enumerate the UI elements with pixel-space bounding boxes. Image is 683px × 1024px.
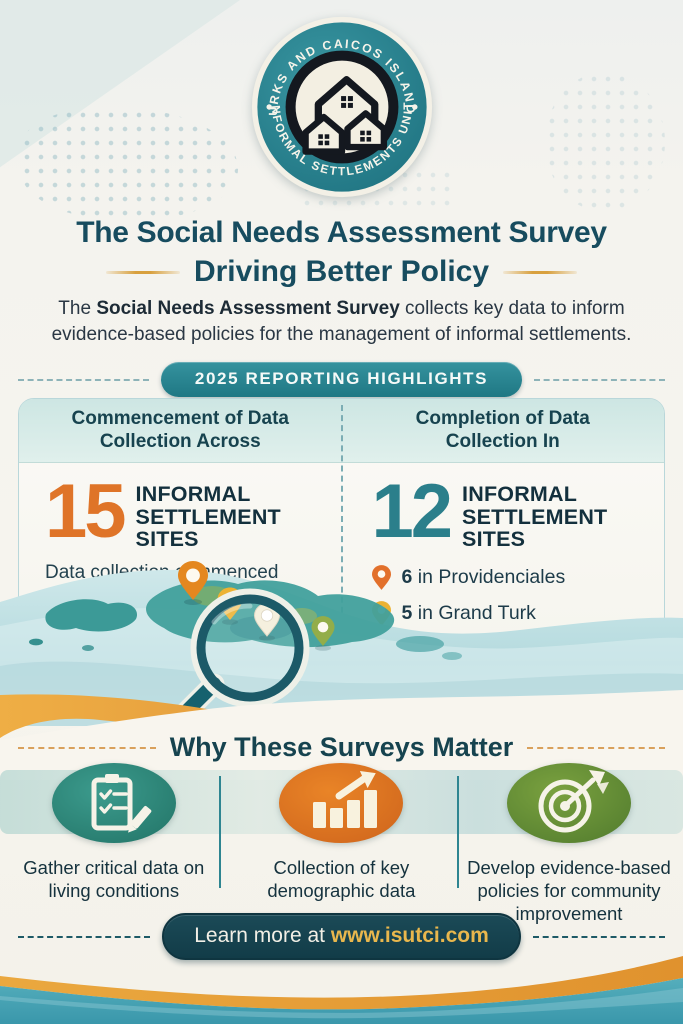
dot-pattern-decoration	[20, 108, 238, 220]
dashed-divider	[18, 378, 149, 381]
dashed-divider	[534, 378, 666, 381]
dashed-divider	[18, 746, 156, 749]
intro-suffix: collects key data to inform evidence-bas…	[51, 298, 632, 345]
why-item-demographic-data: Collection of key demographic data	[228, 762, 456, 925]
title-divider-line	[503, 270, 578, 274]
target-arrow-icon	[506, 763, 631, 843]
learn-more-button[interactable]: Learn more at www.isutci.com	[162, 913, 521, 960]
why-section-heading-row: Why These Surveys Matter	[18, 732, 665, 763]
cta-prefix: Learn more at	[194, 924, 331, 947]
stat-unit-line2: SETTLEMENT SITES	[135, 504, 281, 552]
title-line-1: The Social Needs Assessment Survey	[76, 216, 607, 249]
why-item-caption: Develop evidence-based policies for comm…	[467, 857, 671, 925]
map-pins	[178, 561, 335, 651]
dashed-divider	[532, 935, 665, 938]
bottom-wave-decoration	[0, 956, 683, 1024]
page-title: The Social Needs Assessment Survey Drivi…	[0, 216, 683, 289]
stat-unit-line1: INFORMAL	[135, 482, 251, 506]
reporting-highlights-badge: 2025 REPORTING HIGHLIGHTS	[160, 362, 523, 397]
intro-bold-phrase: Social Needs Assessment Survey	[96, 298, 400, 319]
title-line-2: Driving Better Policy	[193, 255, 490, 288]
stat-left-header: Commencement of Data Collection Across	[71, 407, 290, 452]
map-pin-icon	[311, 616, 335, 646]
intro-prefix: The	[58, 298, 97, 319]
map-pin-icon	[178, 561, 208, 600]
wave-transition	[0, 690, 683, 780]
reporting-highlights-row: 2025 REPORTING HIGHLIGHTS	[18, 362, 666, 397]
magnifying-glass-icon	[165, 588, 310, 726]
column-separator	[457, 776, 459, 888]
why-item-evidence-policies: Develop evidence-based policies for comm…	[455, 762, 683, 925]
map-pin-icon	[371, 564, 391, 590]
dot-pattern-decoration	[545, 72, 665, 212]
stat-right-header: Completion of Data Collection In	[415, 407, 590, 452]
location-count: 6	[401, 565, 413, 588]
why-item-caption: Gather critical data on living condition…	[23, 857, 205, 902]
title-divider-line	[105, 270, 180, 274]
intro-paragraph: The Social Needs Assessment Survey colle…	[24, 296, 660, 347]
stat-unit-line1: INFORMAL	[462, 482, 578, 506]
why-item-living-conditions: Gather critical data on living condition…	[0, 762, 228, 925]
logo-houses-icon	[285, 50, 398, 164]
why-section-title: Why These Surveys Matter	[169, 732, 514, 762]
cta-website-link[interactable]: www.isutci.com	[330, 924, 489, 947]
location-label: in Grand Turk	[417, 601, 536, 624]
column-separator	[219, 776, 221, 888]
location-count: 5	[401, 601, 413, 624]
dashed-divider	[18, 935, 151, 938]
panel-dashed-divider	[340, 405, 343, 643]
stat-number-12: 12	[371, 469, 454, 554]
list-item-providenciales: 6 in Providenciales	[371, 564, 655, 590]
why-columns: Gather critical data on living condition…	[0, 762, 683, 925]
organization-logo: TURKS AND CAICOS ISLANDS INFORMAL SETTLE…	[245, 5, 433, 198]
clipboard-checklist-icon	[51, 763, 176, 843]
dashed-divider	[527, 746, 665, 749]
why-item-caption: Collection of key demographic data	[267, 857, 416, 902]
stat-number-15: 15	[45, 469, 127, 554]
cta-row: Learn more at www.isutci.com	[18, 913, 665, 960]
stat-unit-line2: SETTLEMENT SITES	[462, 504, 608, 552]
location-label: in Providenciales	[417, 565, 566, 588]
bar-chart-growth-icon	[279, 763, 404, 843]
